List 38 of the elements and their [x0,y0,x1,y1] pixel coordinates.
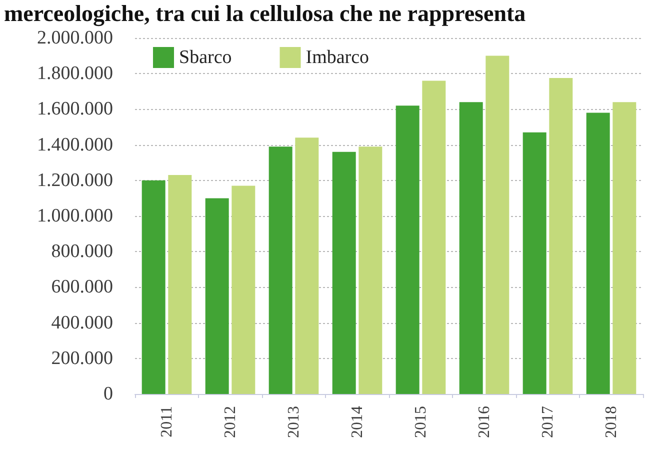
x-tick-label: 2015 [412,406,430,438]
bar [486,56,510,394]
bar [612,102,636,394]
x-tick-label: 2017 [539,406,556,438]
x-tick-label: 2012 [222,406,239,438]
y-tick-label: 1.800.000 [37,63,113,84]
y-tick-label: 1.600.000 [37,98,113,120]
y-tick-label: 800.000 [51,241,113,262]
x-tick-label: 2011 [158,406,176,438]
x-tick-label: 2016 [476,406,493,438]
y-tick-label: 1.000.000 [37,206,113,226]
y-tick-label: 2.000.000 [37,28,113,48]
y-tick-label: 400.000 [51,312,113,334]
x-tick-label: 2018 [602,406,620,438]
bar [268,146,292,394]
y-tick-label: 1.200.000 [37,170,113,191]
bar [459,102,483,394]
bar [332,152,356,394]
bar [586,112,610,394]
bar [549,78,573,394]
bar [205,198,229,394]
legend-label: Sbarco [179,47,232,68]
y-tick-label: 200.000 [51,348,113,369]
bar [358,146,382,394]
x-tick-label: 2013 [285,406,302,438]
x-tick-label: 2014 [348,406,366,438]
bar [522,132,546,394]
y-tick-label: 1.400.000 [37,134,113,156]
bar [396,106,420,394]
bar [168,175,192,394]
bar [142,180,166,394]
legend-label: Imbarco [306,47,370,68]
bar [295,138,319,394]
bar [232,186,256,394]
text: merceologiche, tra cui la cellulosa che ne rappresenta [4,1,526,27]
bar [422,80,446,394]
y-tick-label: 600.000 [51,276,113,298]
y-tick-label: 0 [104,384,113,404]
